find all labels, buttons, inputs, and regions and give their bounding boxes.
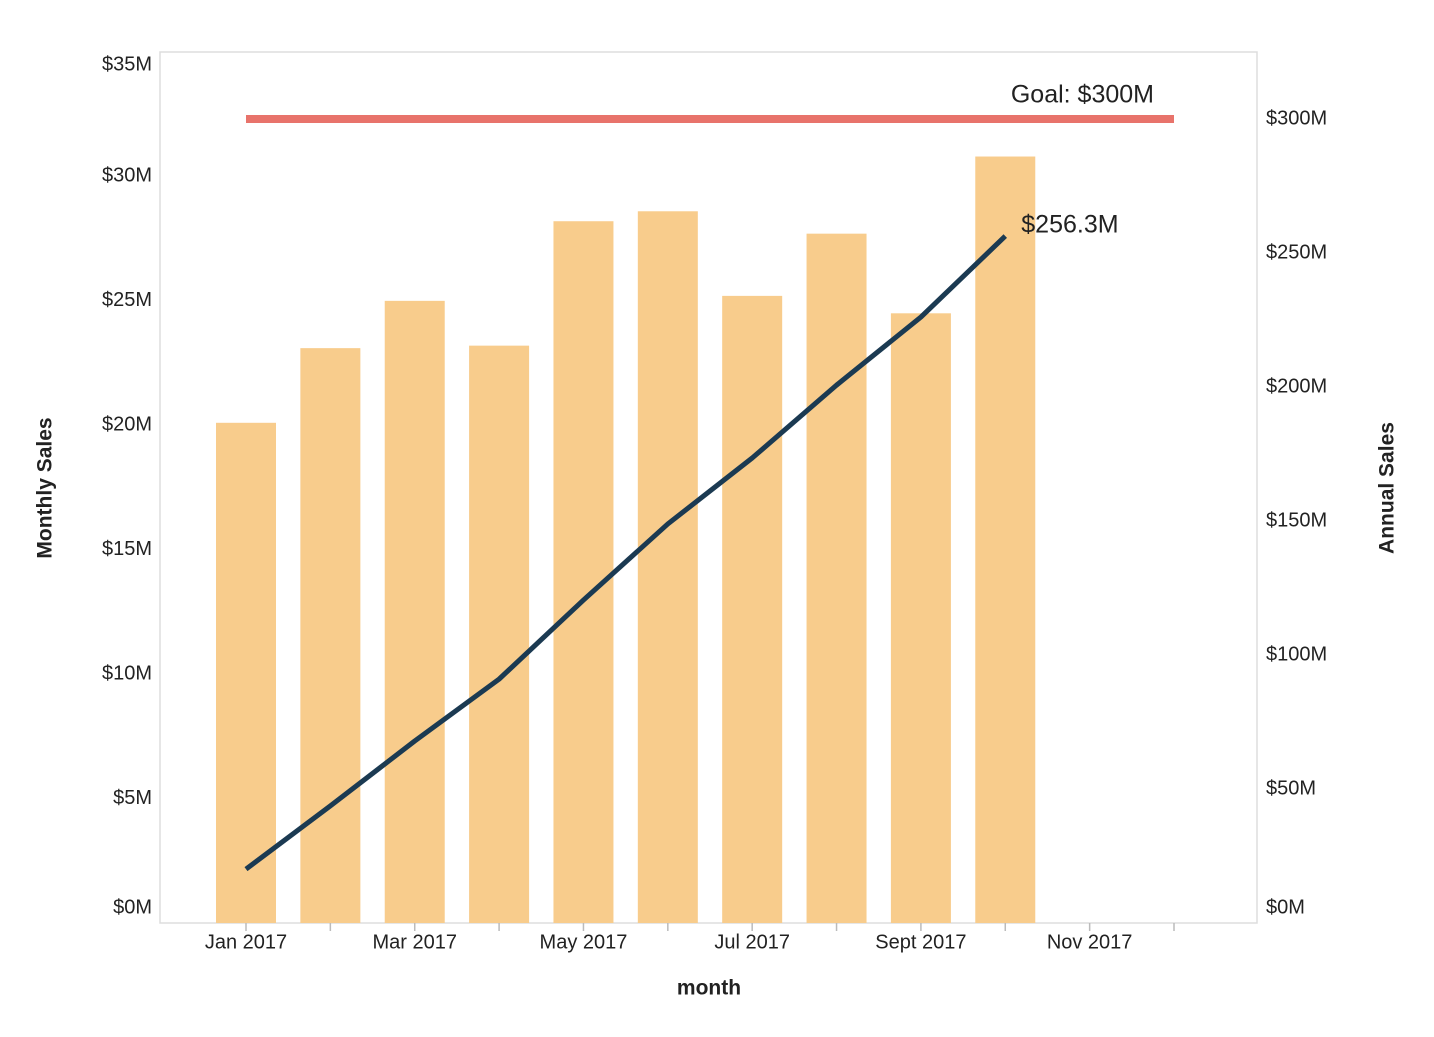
x-tick-label: Jan 2017 [205,931,287,953]
bar [553,221,614,924]
y2-tick-label: $100M [1266,643,1327,665]
goal-label: Goal: $300M [1011,81,1154,109]
y2-tick-label: $50M [1266,777,1316,799]
bar [806,233,867,923]
bar [722,295,783,923]
x-tick-label: Sept 2017 [875,931,966,953]
y-axis-title: Monthly Sales [34,417,57,558]
bar [300,348,361,923]
y-tick-label: $10M [102,662,152,684]
y-tick-label: $0M [113,896,152,918]
y2-tick-label: $200M [1266,375,1327,397]
bar [975,156,1036,923]
y2-tick-label: $150M [1266,509,1327,531]
plot-frame [159,51,1258,924]
y-tick-label: $25M [102,289,152,311]
y-tick-label: $35M [102,53,152,75]
x-tick-label: Jul 2017 [714,931,790,953]
y-tick-label: $15M [102,538,152,560]
y-tick-label: $5M [113,787,152,809]
x-tick-label: Nov 2017 [1047,931,1133,953]
bar [469,345,530,923]
x-tick-label: May 2017 [540,931,628,953]
line [244,234,1008,872]
bar [637,211,698,924]
y2-tick-label: $0M [1266,896,1305,918]
bar [384,300,445,923]
x-axis-title: month [677,977,741,1000]
value-label: $256.3M [1021,211,1118,239]
bar [890,313,951,923]
y2-tick-label: $300M [1266,107,1327,129]
x-tick-label: Mar 2017 [372,931,457,953]
y-tick-label: $30M [102,165,152,187]
y-tick-label: $20M [102,414,152,436]
y2-axis-title: Annual Sales [1376,422,1399,554]
bar [216,422,276,923]
y2-tick-label: $250M [1266,241,1327,263]
